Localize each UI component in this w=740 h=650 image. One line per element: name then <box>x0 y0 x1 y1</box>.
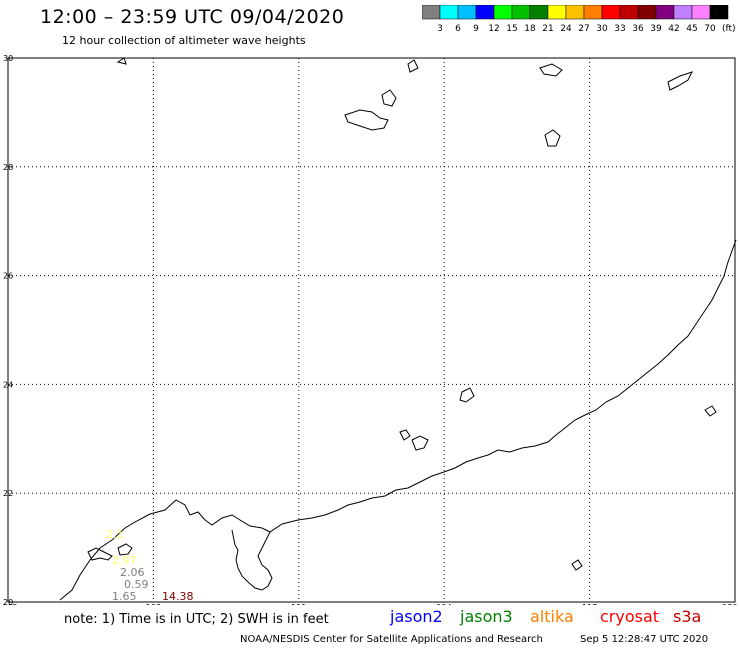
lake-outline <box>344 109 389 131</box>
colorbar-tick-label: 36 <box>632 24 644 33</box>
colorbar-tick-label: 6 <box>455 24 461 33</box>
wave-height-observation: 1.65 <box>112 590 137 603</box>
units-note: note: 1) Time is in UTC; 2) SWH is in fe… <box>64 612 329 627</box>
delta-islands <box>411 435 429 451</box>
map-subtitle: 12 hour collection of altimeter wave hei… <box>62 34 306 47</box>
longitude-label: 117 <box>582 603 597 605</box>
lake-outline-6 <box>667 71 693 91</box>
latitude-label: 30 <box>3 54 13 63</box>
islet-north <box>459 387 475 403</box>
wave-height-colorbar: 3 6 9 12 15 18 21 24 27 30 33 36 39 42 45 70 (ft) <box>422 5 736 33</box>
satellite-jason3-label: jason3 <box>460 607 513 626</box>
colorbar-tick-label: 39 <box>650 24 662 33</box>
colorbar-tick-label: 9 <box>473 24 479 33</box>
wave-height-observation: 14.38 <box>162 590 194 603</box>
colorbar-tick-label: 27 <box>578 24 589 33</box>
lake-outline-5 <box>407 59 419 73</box>
island-cluster-2 <box>117 543 133 556</box>
colorbar-tick-label: 33 <box>614 24 625 33</box>
longitude-label: 108 <box>146 603 161 605</box>
colorbar-tick-label: 12 <box>488 24 499 33</box>
satellite-altika-label: altika <box>530 607 574 626</box>
footer-timestamp: Sep 5 12:28:47 UTC 2020 <box>580 634 709 645</box>
map-title: 12:00 – 23:59 UTC 09/04/2020 <box>40 6 345 28</box>
colorbar-tick-label: 42 <box>668 24 679 33</box>
islet-south <box>571 559 583 571</box>
colorbar-tick-label: 45 <box>686 24 697 33</box>
delta-islands-2 <box>399 429 411 441</box>
islet-east <box>704 405 717 417</box>
colorbar-tick-label: 21 <box>542 24 553 33</box>
wave-height-observation: 0.59 <box>124 578 149 591</box>
latitude-labels: 20 22 24 26 28 30 <box>3 54 13 605</box>
longitude-label: 111 <box>291 603 306 605</box>
colorbar-tick-label: 30 <box>596 24 608 33</box>
longitude-label: 105 <box>2 603 17 605</box>
latitude-label: 28 <box>3 163 13 172</box>
latitude-label: 20 <box>3 598 13 605</box>
lake-outline-2 <box>381 89 397 107</box>
colorbar-tick-label: 3 <box>437 24 443 33</box>
latitude-label: 22 <box>3 489 13 498</box>
satellite-jason2-label: jason2 <box>390 607 443 626</box>
colorbar-units: (ft) <box>722 24 736 33</box>
footer-credit: NOAA/NESDIS Center for Satellite Applica… <box>240 634 543 645</box>
wave-height-observation: 2.1 <box>106 528 124 541</box>
coastline <box>59 57 737 601</box>
colorbar-swatch <box>709 5 729 20</box>
latitude-label: 26 <box>3 272 13 281</box>
graticule <box>8 58 735 602</box>
satellite-s3a-label: s3a <box>673 607 702 626</box>
longitude-label: 114 <box>437 603 452 605</box>
wave-height-observation: 2.06 <box>120 566 145 579</box>
colorbar-tick-label: 24 <box>560 24 572 33</box>
observation-labels: 2.1 2.972.060.591.65 14.38 <box>106 528 194 603</box>
satellite-cryosat-label: cryosat <box>600 607 660 626</box>
lake-outline-7 <box>116 57 127 65</box>
mainland-coastline <box>59 239 737 601</box>
island-cluster <box>87 547 113 561</box>
latitude-label: 24 <box>3 380 13 389</box>
longitude-labels: 105 108 111 114 117 120 <box>2 603 737 605</box>
lake-outline-4 <box>539 63 563 77</box>
peninsula-coastline <box>231 529 273 591</box>
colorbar-tick-label: 15 <box>506 24 517 33</box>
colorbar-tick-label: 70 <box>704 24 716 33</box>
longitude-label: 120 <box>722 603 737 605</box>
map-frame <box>7 57 736 603</box>
wave-height-observation: 2.97 <box>112 554 137 567</box>
lake-outline-3 <box>544 129 561 147</box>
colorbar-tick-label: 18 <box>524 24 536 33</box>
